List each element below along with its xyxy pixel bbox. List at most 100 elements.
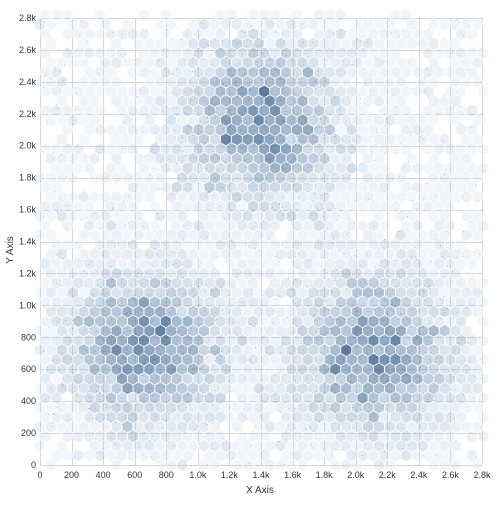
scatter-point: [274, 69, 275, 70]
scatter-point: [143, 454, 144, 455]
scatter-point: [329, 361, 330, 362]
scatter-point: [267, 132, 268, 133]
scatter-point: [429, 396, 430, 397]
scatter-point: [252, 187, 253, 188]
scatter-point: [202, 59, 203, 60]
scatter-point: [133, 331, 134, 332]
scatter-point: [424, 300, 425, 301]
scatter-point: [456, 305, 457, 306]
scatter-point: [221, 187, 222, 188]
scatter-point: [412, 385, 413, 386]
scatter-point: [315, 392, 316, 393]
scatter-point: [167, 336, 168, 337]
scatter-point: [160, 406, 161, 407]
scatter-point: [136, 334, 137, 335]
scatter-point: [347, 270, 348, 271]
scatter-point: [257, 152, 258, 153]
scatter-point: [305, 114, 306, 115]
scatter-point: [380, 316, 381, 317]
scatter-point: [105, 368, 106, 369]
scatter-point: [206, 374, 207, 375]
scatter-point: [329, 334, 330, 335]
scatter-point: [117, 345, 118, 346]
scatter-point: [221, 119, 222, 120]
scatter-point: [173, 370, 174, 371]
scatter-point: [267, 104, 268, 105]
scatter-point: [272, 96, 273, 97]
scatter-point: [345, 306, 346, 307]
scatter-point: [234, 114, 235, 115]
scatter-point: [105, 337, 106, 338]
scatter-point: [167, 294, 168, 295]
scatter-point: [254, 120, 255, 121]
scatter-point: [359, 266, 360, 267]
scatter-point: [364, 281, 365, 282]
scatter-point: [367, 299, 368, 300]
scatter-point: [462, 346, 463, 347]
scatter-point: [428, 348, 429, 349]
scatter-point: [263, 52, 264, 53]
scatter-point: [273, 183, 274, 184]
scatter-point: [111, 406, 112, 407]
scatter-point: [222, 92, 223, 93]
scatter-point: [384, 299, 385, 300]
scatter-point: [148, 355, 149, 356]
scatter-point: [390, 342, 391, 343]
scatter-point: [359, 375, 360, 376]
scatter-point: [179, 270, 180, 271]
scatter-point: [177, 346, 178, 347]
scatter-point: [290, 112, 291, 113]
scatter-point: [55, 364, 56, 365]
scatter-point: [215, 117, 216, 118]
scatter-point: [444, 312, 445, 313]
scatter-point: [214, 178, 215, 179]
scatter-point: [386, 398, 387, 399]
scatter-point: [284, 124, 285, 125]
scatter-point: [100, 351, 101, 352]
scatter-point: [374, 403, 375, 404]
scatter-point: [220, 142, 221, 143]
scatter-point: [228, 123, 229, 124]
scatter-point: [234, 122, 235, 123]
scatter-point: [378, 358, 379, 359]
scatter-point: [336, 342, 337, 343]
scatter-point: [123, 335, 124, 336]
scatter-point: [417, 396, 418, 397]
scatter-point: [272, 151, 273, 152]
scatter-point: [342, 139, 343, 140]
scatter-point: [207, 117, 208, 118]
scatter-point: [142, 405, 143, 406]
scatter-point: [302, 341, 303, 342]
scatter-point: [137, 394, 138, 395]
scatter-point: [422, 398, 423, 399]
scatter-point: [119, 360, 120, 361]
scatter-point: [323, 334, 324, 335]
scatter-point: [399, 413, 400, 414]
scatter-point: [169, 169, 170, 170]
scatter-point: [298, 329, 299, 330]
scatter-point: [430, 361, 431, 362]
scatter-point: [142, 292, 143, 293]
scatter-point: [160, 304, 161, 305]
scatter-point: [212, 157, 213, 158]
scatter-point: [434, 400, 435, 401]
scatter-point: [217, 289, 218, 290]
scatter-point: [72, 353, 73, 354]
scatter-point: [203, 132, 204, 133]
scatter-point: [205, 159, 206, 160]
scatter-point: [309, 66, 310, 67]
scatter-point: [384, 373, 385, 374]
scatter-point: [132, 370, 133, 371]
scatter-point: [205, 168, 206, 169]
scatter-point: [367, 255, 368, 256]
scatter-point: [332, 364, 333, 365]
scatter-point: [375, 430, 376, 431]
scatter-point: [257, 69, 258, 70]
scatter-point: [244, 105, 245, 106]
scatter-point: [289, 187, 290, 188]
scatter-point: [174, 385, 175, 386]
scatter-point: [137, 401, 138, 402]
scatter-point: [288, 174, 289, 175]
scatter-point: [244, 32, 245, 33]
scatter-point: [221, 356, 222, 357]
